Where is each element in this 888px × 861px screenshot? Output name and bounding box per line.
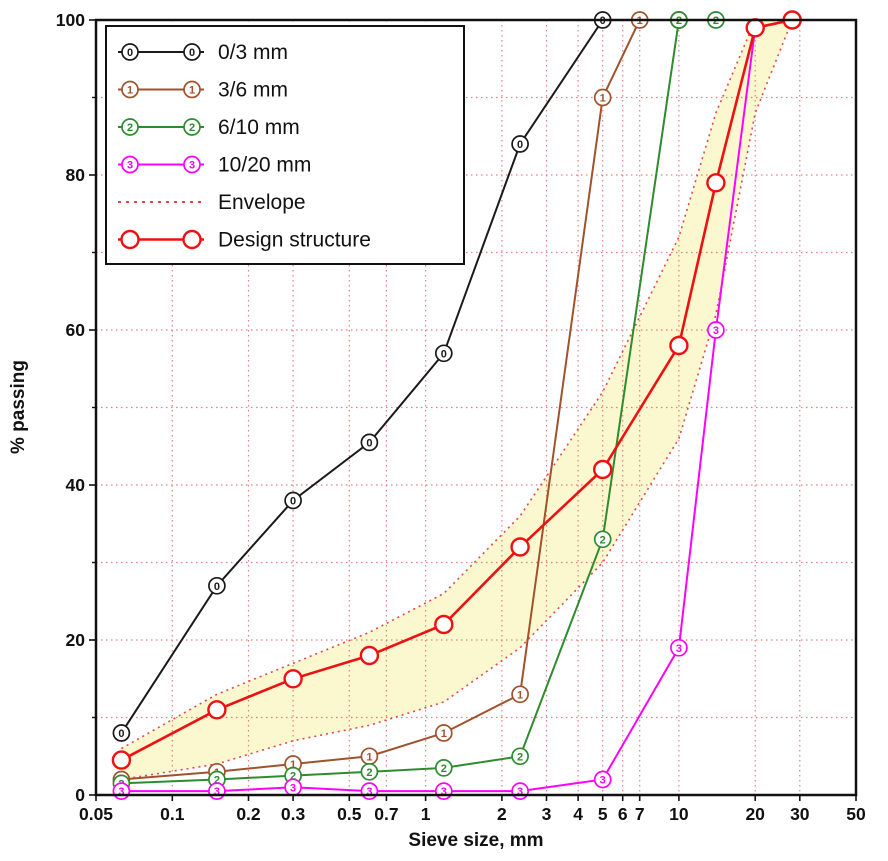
y-axis-title: % passing	[8, 360, 29, 455]
svg-text:3: 3	[600, 775, 606, 787]
x-axis-title: Sieve size, mm	[408, 830, 544, 851]
svg-text:50: 50	[846, 804, 866, 824]
svg-text:3: 3	[441, 786, 447, 798]
svg-text:3: 3	[366, 786, 372, 798]
svg-text:1: 1	[517, 689, 523, 701]
svg-text:3/6 mm: 3/6 mm	[218, 79, 288, 102]
svg-text:0.3: 0.3	[281, 804, 306, 824]
svg-text:3: 3	[127, 160, 133, 172]
svg-text:6/10 mm: 6/10 mm	[218, 116, 300, 139]
svg-text:2: 2	[214, 775, 220, 787]
svg-text:1: 1	[366, 751, 372, 763]
svg-text:20: 20	[745, 804, 765, 824]
svg-text:3: 3	[542, 804, 552, 824]
svg-text:0/3 mm: 0/3 mm	[218, 41, 288, 64]
svg-text:10/20 mm: 10/20 mm	[218, 154, 311, 177]
svg-text:80: 80	[66, 165, 86, 185]
svg-text:5: 5	[598, 804, 608, 824]
svg-text:1: 1	[600, 93, 606, 105]
svg-text:0.1: 0.1	[160, 804, 185, 824]
x-axis-ticks: 0.05 0.1 0.2 0.3 0.5 0.7 1 2 3 4 5 6 7 10 20 30 50	[79, 795, 866, 824]
legend: 0 0 0/3 mm 1 1 3/6 mm 2 2 6/10 mm 3 3 10/20 mm Envel…	[105, 25, 465, 265]
svg-text:2: 2	[366, 767, 372, 779]
svg-text:2: 2	[600, 534, 606, 546]
envelope-edges	[121, 19, 793, 781]
svg-text:0: 0	[75, 785, 85, 805]
svg-text:0: 0	[118, 728, 124, 740]
svg-text:6: 6	[618, 804, 628, 824]
svg-text:20: 20	[66, 630, 86, 650]
svg-text:2: 2	[189, 122, 195, 134]
series-0-3-mm: 0 0 0 0 0 0 0 0	[112, 11, 688, 742]
svg-text:3: 3	[189, 160, 195, 172]
series-design-structure	[111, 10, 802, 770]
svg-text:0: 0	[127, 47, 133, 59]
svg-text:2: 2	[497, 804, 507, 824]
svg-text:3: 3	[676, 643, 682, 655]
svg-text:2: 2	[127, 122, 133, 134]
svg-text:0: 0	[214, 581, 220, 593]
svg-text:2: 2	[290, 771, 296, 783]
svg-text:7: 7	[635, 804, 645, 824]
y-axis-ticks: 0 20 40 60 80 100	[56, 10, 96, 805]
envelope-band	[121, 20, 793, 780]
svg-text:10: 10	[669, 804, 689, 824]
svg-text:1: 1	[441, 728, 447, 740]
svg-text:2: 2	[441, 763, 447, 775]
svg-text:100: 100	[56, 10, 85, 30]
svg-text:3: 3	[214, 786, 220, 798]
svg-text:0: 0	[441, 348, 447, 360]
svg-text:0.5: 0.5	[337, 804, 362, 824]
svg-text:3: 3	[290, 782, 296, 794]
svg-text:1: 1	[189, 85, 195, 97]
svg-text:0: 0	[517, 139, 523, 151]
svg-text:3: 3	[118, 786, 124, 798]
svg-text:0: 0	[366, 437, 372, 449]
svg-text:0.7: 0.7	[374, 804, 398, 824]
svg-text:1: 1	[127, 85, 133, 97]
svg-text:0.2: 0.2	[236, 804, 261, 824]
svg-text:30: 30	[790, 804, 810, 824]
svg-text:0: 0	[290, 496, 296, 508]
svg-text:Envelope: Envelope	[218, 191, 306, 214]
svg-text:Design structure: Design structure	[218, 229, 371, 252]
svg-text:0: 0	[189, 47, 195, 59]
svg-text:2: 2	[517, 751, 523, 763]
svg-text:40: 40	[66, 475, 86, 495]
svg-text:1: 1	[290, 759, 296, 771]
svg-text:4: 4	[573, 804, 583, 824]
svg-text:1: 1	[421, 804, 431, 824]
svg-text:3: 3	[713, 325, 719, 337]
svg-text:0.05: 0.05	[79, 804, 113, 824]
svg-text:60: 60	[66, 320, 86, 340]
svg-text:3: 3	[517, 786, 523, 798]
